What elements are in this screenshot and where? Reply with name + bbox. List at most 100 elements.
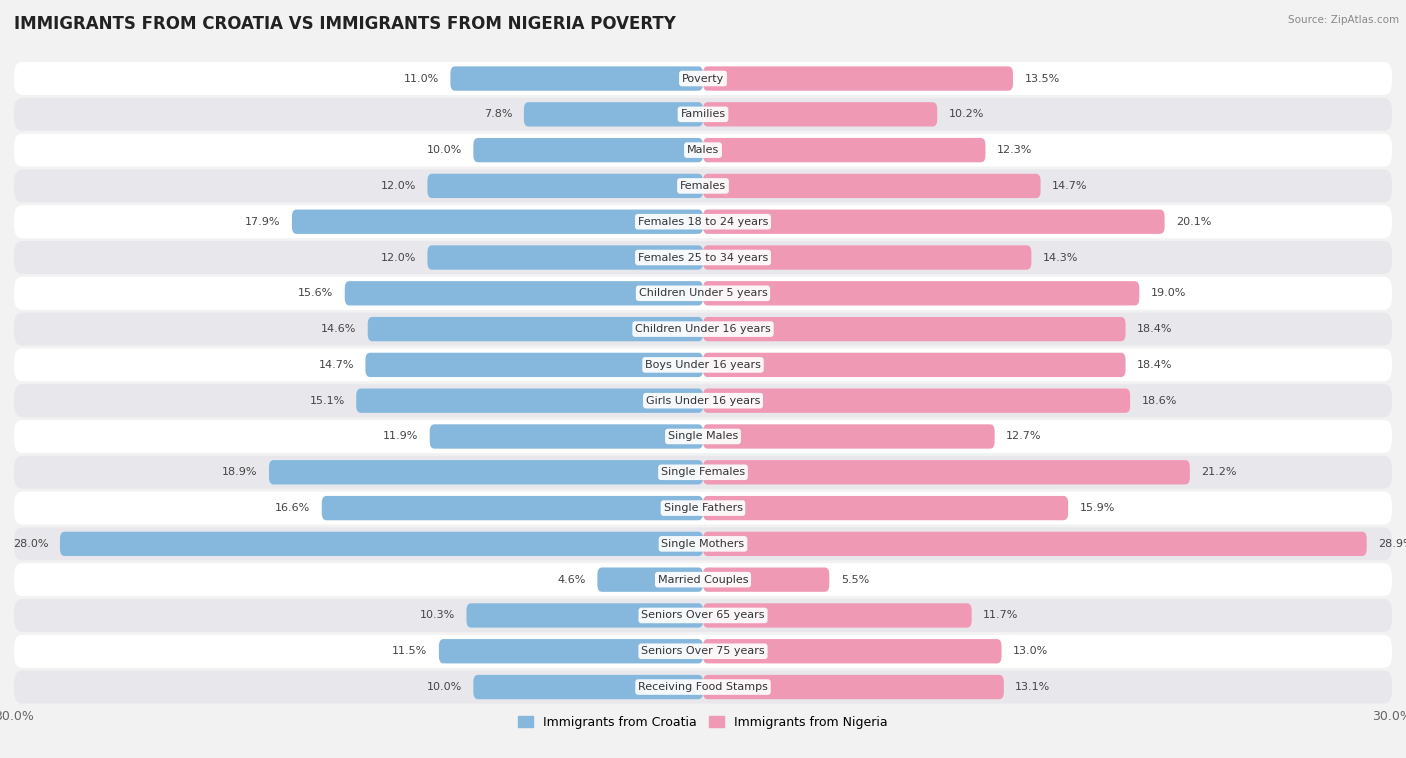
FancyBboxPatch shape	[14, 133, 1392, 167]
FancyBboxPatch shape	[14, 528, 1392, 560]
Text: Single Females: Single Females	[661, 467, 745, 478]
Text: Children Under 5 years: Children Under 5 years	[638, 288, 768, 299]
Text: 11.9%: 11.9%	[382, 431, 418, 441]
FancyBboxPatch shape	[14, 599, 1392, 632]
Text: 20.1%: 20.1%	[1175, 217, 1212, 227]
Text: 5.5%: 5.5%	[841, 575, 869, 584]
Text: Families: Families	[681, 109, 725, 119]
Text: 18.4%: 18.4%	[1137, 324, 1173, 334]
FancyBboxPatch shape	[368, 317, 703, 341]
Text: Receiving Food Stamps: Receiving Food Stamps	[638, 682, 768, 692]
Text: 18.9%: 18.9%	[222, 467, 257, 478]
FancyBboxPatch shape	[14, 312, 1392, 346]
FancyBboxPatch shape	[14, 634, 1392, 668]
Text: Children Under 16 years: Children Under 16 years	[636, 324, 770, 334]
Text: 15.6%: 15.6%	[298, 288, 333, 299]
FancyBboxPatch shape	[703, 531, 1367, 556]
Text: 11.5%: 11.5%	[392, 647, 427, 656]
FancyBboxPatch shape	[703, 568, 830, 592]
Text: 11.7%: 11.7%	[983, 610, 1018, 621]
Text: Single Males: Single Males	[668, 431, 738, 441]
FancyBboxPatch shape	[703, 639, 1001, 663]
Text: 21.2%: 21.2%	[1201, 467, 1237, 478]
Text: Females: Females	[681, 181, 725, 191]
Text: Married Couples: Married Couples	[658, 575, 748, 584]
FancyBboxPatch shape	[427, 174, 703, 198]
Text: 7.8%: 7.8%	[484, 109, 512, 119]
Text: 13.1%: 13.1%	[1015, 682, 1050, 692]
FancyBboxPatch shape	[467, 603, 703, 628]
FancyBboxPatch shape	[14, 420, 1392, 453]
Text: 13.5%: 13.5%	[1025, 74, 1060, 83]
Text: Source: ZipAtlas.com: Source: ZipAtlas.com	[1288, 15, 1399, 25]
Text: 17.9%: 17.9%	[245, 217, 280, 227]
FancyBboxPatch shape	[14, 98, 1392, 131]
FancyBboxPatch shape	[703, 460, 1189, 484]
FancyBboxPatch shape	[703, 389, 1130, 413]
FancyBboxPatch shape	[450, 67, 703, 91]
FancyBboxPatch shape	[356, 389, 703, 413]
FancyBboxPatch shape	[474, 138, 703, 162]
Text: 14.7%: 14.7%	[1052, 181, 1088, 191]
FancyBboxPatch shape	[703, 352, 1126, 377]
Text: 28.9%: 28.9%	[1378, 539, 1406, 549]
FancyBboxPatch shape	[14, 170, 1392, 202]
Text: 28.0%: 28.0%	[13, 539, 48, 549]
FancyBboxPatch shape	[427, 246, 703, 270]
Text: 18.4%: 18.4%	[1137, 360, 1173, 370]
FancyBboxPatch shape	[430, 424, 703, 449]
Text: 10.2%: 10.2%	[949, 109, 984, 119]
FancyBboxPatch shape	[14, 62, 1392, 95]
FancyBboxPatch shape	[14, 349, 1392, 381]
FancyBboxPatch shape	[60, 531, 703, 556]
FancyBboxPatch shape	[14, 563, 1392, 596]
Text: Females 18 to 24 years: Females 18 to 24 years	[638, 217, 768, 227]
FancyBboxPatch shape	[14, 456, 1392, 489]
Text: 10.3%: 10.3%	[420, 610, 456, 621]
FancyBboxPatch shape	[703, 281, 1139, 305]
Text: 14.6%: 14.6%	[321, 324, 356, 334]
Text: 13.0%: 13.0%	[1012, 647, 1049, 656]
FancyBboxPatch shape	[14, 241, 1392, 274]
Text: 4.6%: 4.6%	[558, 575, 586, 584]
FancyBboxPatch shape	[14, 671, 1392, 703]
FancyBboxPatch shape	[439, 639, 703, 663]
Text: Poverty: Poverty	[682, 74, 724, 83]
FancyBboxPatch shape	[703, 603, 972, 628]
Text: Single Fathers: Single Fathers	[664, 503, 742, 513]
FancyBboxPatch shape	[703, 675, 1004, 699]
FancyBboxPatch shape	[598, 568, 703, 592]
Text: 15.1%: 15.1%	[309, 396, 344, 406]
Text: Boys Under 16 years: Boys Under 16 years	[645, 360, 761, 370]
Text: 15.9%: 15.9%	[1080, 503, 1115, 513]
Text: IMMIGRANTS FROM CROATIA VS IMMIGRANTS FROM NIGERIA POVERTY: IMMIGRANTS FROM CROATIA VS IMMIGRANTS FR…	[14, 15, 676, 33]
Text: 10.0%: 10.0%	[426, 145, 461, 155]
Legend: Immigrants from Croatia, Immigrants from Nigeria: Immigrants from Croatia, Immigrants from…	[513, 711, 893, 735]
FancyBboxPatch shape	[14, 492, 1392, 525]
FancyBboxPatch shape	[703, 102, 938, 127]
Text: 10.0%: 10.0%	[426, 682, 461, 692]
Text: Males: Males	[688, 145, 718, 155]
FancyBboxPatch shape	[703, 246, 1032, 270]
Text: 12.3%: 12.3%	[997, 145, 1032, 155]
Text: 12.7%: 12.7%	[1007, 431, 1042, 441]
FancyBboxPatch shape	[14, 277, 1392, 310]
Text: 19.0%: 19.0%	[1152, 288, 1187, 299]
FancyBboxPatch shape	[703, 174, 1040, 198]
FancyBboxPatch shape	[474, 675, 703, 699]
FancyBboxPatch shape	[292, 209, 703, 234]
FancyBboxPatch shape	[14, 384, 1392, 417]
Text: 18.6%: 18.6%	[1142, 396, 1177, 406]
FancyBboxPatch shape	[703, 496, 1069, 520]
FancyBboxPatch shape	[269, 460, 703, 484]
Text: Girls Under 16 years: Girls Under 16 years	[645, 396, 761, 406]
Text: 12.0%: 12.0%	[381, 252, 416, 262]
Text: 14.7%: 14.7%	[318, 360, 354, 370]
FancyBboxPatch shape	[703, 138, 986, 162]
FancyBboxPatch shape	[366, 352, 703, 377]
Text: 12.0%: 12.0%	[381, 181, 416, 191]
FancyBboxPatch shape	[14, 205, 1392, 238]
Text: Seniors Over 65 years: Seniors Over 65 years	[641, 610, 765, 621]
Text: 16.6%: 16.6%	[276, 503, 311, 513]
Text: 14.3%: 14.3%	[1043, 252, 1078, 262]
